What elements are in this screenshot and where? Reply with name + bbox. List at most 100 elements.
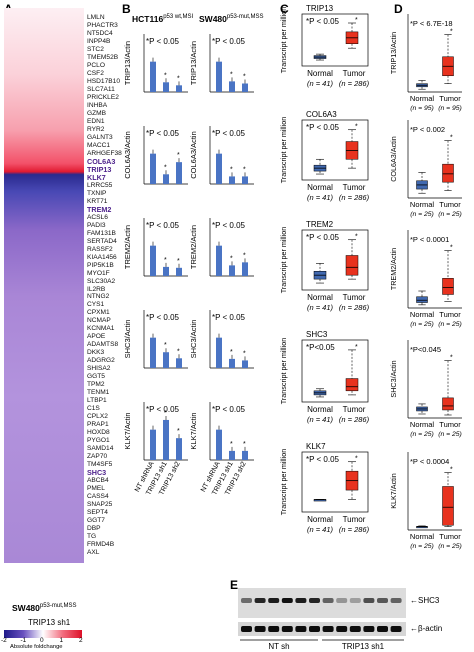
n-normal: (n = 41): [307, 525, 334, 534]
panel-b-hct116-title: HCT116p53 wt,MSI: [132, 14, 194, 24]
actin-band: [254, 626, 266, 632]
gene-label-inhba: INHBA: [87, 101, 108, 109]
n-tumor: (n = 286): [339, 79, 370, 88]
gene-label-shisa2: SHISA2: [87, 365, 111, 373]
gene-label-apoe: APOE: [87, 333, 106, 341]
shc3-band: [390, 598, 402, 603]
significance-star: *: [450, 245, 453, 252]
x-label-normal: Normal: [307, 405, 333, 414]
box: [345, 378, 359, 392]
x-label-normal: Normal: [307, 293, 333, 302]
bar-chart-trip13-sw: TRIP13/Actin *P < 0.05 * *: [189, 34, 254, 93]
n-normal: (n = 41): [307, 193, 334, 202]
y-axis-label: TRIP13/Actin: [123, 41, 132, 85]
bar: [163, 352, 169, 368]
gene-label-inpp4b: INPP4B: [87, 37, 111, 45]
bar: [150, 337, 156, 368]
p-value: *P < 0.05: [306, 17, 340, 26]
gene-label-cpxm1: CPXM1: [87, 309, 110, 317]
boxplot-trem2: TREM2 *P < 0.05 Transcript per million * Nor…: [279, 220, 370, 312]
bar: [216, 153, 222, 184]
y-axis-label: TREM2/Actin: [189, 225, 198, 269]
gene-label-txnip: TXNIP: [87, 189, 107, 197]
bar: [150, 61, 156, 92]
gene-label-myo1f: MYO1F: [87, 269, 110, 277]
p-value: *P < 0.05: [146, 405, 180, 414]
significance-star: *: [243, 252, 246, 259]
gene-label-cys1: CYS1: [87, 301, 105, 309]
colorbar-tick: 0: [40, 637, 44, 644]
gene-label-sept4: SEPT4: [87, 509, 108, 517]
actin-blot: [238, 622, 406, 636]
bar: [216, 337, 222, 368]
plot-frame: [301, 119, 369, 181]
n-tumor: (n = 286): [339, 193, 370, 202]
shc3-blot: [238, 588, 406, 618]
p-value: *P < 0.0001: [410, 235, 449, 244]
y-axis-label: TREM2/Actin: [123, 225, 132, 269]
significance-star: *: [450, 355, 453, 362]
group-label-nt: NT sh: [268, 642, 289, 651]
y-axis-label: SHC3/Actin: [123, 320, 132, 359]
y-axis-label: TRIP13/Actin: [189, 41, 198, 85]
bar-chart-col6a3-sw: COL6A3/Actin *P < 0.05 * *: [189, 126, 254, 185]
x-label-tumor: Tumor: [343, 405, 366, 414]
y-axis-label: KLK7/Actin: [389, 473, 398, 509]
gene-label-kcnma1: KCNMA1: [87, 325, 115, 333]
n-normal: (n = 25): [410, 543, 434, 550]
x-label-normal: Normal: [410, 200, 435, 209]
gene-label-ltbp1: LTBP1: [87, 397, 107, 405]
shc3-band: [336, 598, 348, 603]
n-tumor: (n = 25): [438, 431, 462, 438]
gene-label-edn1: EDN1: [87, 117, 105, 125]
colorbar-tick: 1: [59, 637, 64, 644]
bar: [163, 266, 169, 276]
significance-star: *: [243, 441, 246, 448]
shc3-band: [268, 598, 280, 603]
x-label-normal: Normal: [307, 69, 333, 78]
actin-band: [363, 626, 375, 632]
gene-title: TRIP13: [306, 4, 334, 13]
box: [442, 486, 454, 526]
gene-label-galnt3: GALNT3: [87, 133, 113, 141]
gene-label-shc3: SHC3: [87, 468, 107, 478]
x-label-normal: Normal: [410, 532, 435, 541]
shc3-band: [241, 598, 252, 603]
shc3-band: [349, 598, 361, 603]
panel-d-boxplots: TRIP13/Actin*P < 6.7E-18*Normal Tumor(n =…: [389, 14, 462, 550]
x-label-normal: Normal: [307, 183, 333, 192]
n-tumor: (n = 25): [438, 321, 462, 328]
shc3-band: [322, 598, 334, 603]
box: [416, 296, 428, 303]
actin-band: [336, 626, 348, 632]
y-axis-label: COL6A3/Actin: [189, 131, 198, 179]
bar: [150, 153, 156, 184]
significance-star: *: [177, 348, 180, 355]
significance-star: *: [243, 166, 246, 173]
y-axis-label: Transcript per million: [279, 227, 288, 293]
boxplot-shc3: SHC3 *P<0.05 Transcript per million * Normal…: [279, 330, 370, 424]
gene-label-nt5dc4: NT5DC4: [87, 29, 113, 37]
gene-label-slc30a2: SLC30A2: [87, 277, 116, 285]
x-label-normal: Normal: [410, 94, 435, 103]
significance-star: *: [243, 350, 246, 357]
gene-label-stc2: STC2: [87, 45, 104, 53]
y-axis-label: COL6A3/Actin: [123, 131, 132, 179]
plot-frame: [301, 229, 369, 291]
gene-label-ggt7: GGT7: [87, 517, 105, 525]
bar: [242, 450, 248, 460]
gene-label-samd14: SAMD14: [87, 445, 114, 453]
gene-label-acsl6: ACSL6: [87, 213, 108, 221]
band-label-actin: ←β-actin: [410, 624, 442, 633]
p-value: *P < 0.05: [146, 221, 180, 230]
x-label-normal: Normal: [410, 420, 435, 429]
y-axis-label: Transcript per million: [279, 338, 288, 404]
boxplot-d-trem2: TREM2/Actin *P < 0.0001* Normal Tumor (n = 2…: [389, 230, 462, 328]
heatmap-cell-line: SW480p53-mut,MSS: [12, 603, 77, 613]
gene-label-rassf2: RASSF2: [87, 245, 113, 253]
gene-label-kiaa1456: KIAA1456: [87, 253, 117, 261]
significance-star: *: [450, 29, 453, 36]
n-tumor: (n = 25): [438, 211, 462, 218]
